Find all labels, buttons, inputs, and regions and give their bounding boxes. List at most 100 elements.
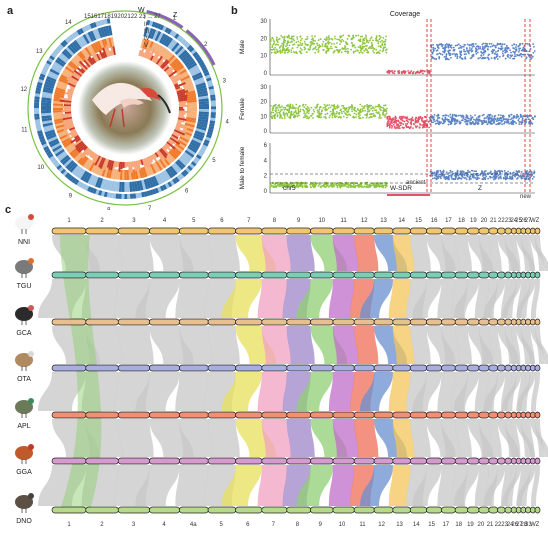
outer-chrom-number: 10 (37, 165, 44, 171)
chromosome-bar (426, 227, 443, 235)
coverage-row-0: 30 20 10 0 (260, 19, 536, 77)
top-chrom-label: 16 (431, 218, 438, 224)
chromosome-bar (51, 457, 87, 465)
chromosome-bar (261, 318, 288, 326)
chromosome-bar (534, 271, 541, 279)
chromosome-bar (467, 364, 480, 372)
track-label-v: V (144, 43, 148, 49)
chromosome-bar (478, 457, 490, 465)
chromosome-bar (207, 271, 237, 279)
chromosome-bar (310, 411, 334, 419)
chromosome-bar (392, 318, 411, 326)
chromosome-bar (353, 227, 375, 235)
synteny-ribbon (531, 372, 540, 411)
panel-label-c: c (5, 204, 12, 216)
chromosome-bar (149, 364, 180, 372)
chromosome-bar (520, 271, 527, 279)
chromosome-bar (454, 506, 469, 514)
chromosome-bar (207, 318, 237, 326)
synteny-ribbon (354, 419, 379, 457)
track-label-iv: IV (144, 36, 150, 42)
species-icon-nni (15, 214, 34, 234)
chromosome-bar (510, 457, 517, 465)
synteny-ribbon (502, 372, 522, 411)
chromosome-bar (409, 457, 428, 465)
chromosome-bar (515, 411, 522, 419)
bottom-chrom-label: 15 (428, 522, 435, 528)
chromosome-bar (467, 271, 480, 279)
species-icon-ota (15, 351, 34, 371)
synteny-ribbon (516, 279, 536, 318)
synteny-ribbon (135, 372, 180, 411)
y-tick: 6 (264, 143, 268, 149)
synteny-ribbon (412, 465, 442, 506)
chromosome-bar (235, 364, 263, 372)
chromosome-bar (392, 271, 411, 279)
chromosome-bar (85, 411, 119, 419)
bottom-chrom-label: 6 (246, 522, 250, 528)
chromosome-bar (51, 506, 87, 514)
chromosome-bar (332, 227, 355, 235)
chromosome-bar (467, 457, 480, 465)
bottom-chrom-label: 9 (319, 522, 323, 528)
synteny-ribbon (525, 419, 535, 457)
species-label-apl: APL (17, 423, 31, 430)
synteny-ribbon (412, 279, 442, 318)
chromosome-bar (332, 318, 355, 326)
chromosome-bar (515, 271, 522, 279)
crested-ibis-photo (78, 61, 172, 155)
synteny-ribbon (360, 372, 394, 411)
y-tick: 10 (260, 54, 267, 60)
chromosome-bar (373, 271, 394, 279)
chromosome-bar (426, 506, 443, 514)
chromosome-bar (85, 271, 119, 279)
chromosome-bar (529, 457, 536, 465)
synteny-ribbon (455, 419, 472, 457)
synteny-ribbon (175, 465, 209, 506)
chromosome-bar (529, 271, 536, 279)
synteny-ribbon (474, 372, 490, 411)
chromosome-bar (454, 271, 469, 279)
panel-label-a: a (7, 5, 14, 17)
top-chrom-label: 21 (490, 218, 497, 224)
chromosome-bar (332, 364, 355, 372)
synteny-ribbon (478, 419, 494, 457)
chromosome-bar (117, 506, 151, 514)
synteny-ribbon (261, 326, 291, 364)
chromosome-bar (286, 271, 312, 279)
synteny-ribbon (286, 235, 315, 271)
synteny-ribbon (257, 465, 287, 506)
annotation-new: new (520, 194, 532, 200)
chromosome-bar (488, 318, 499, 326)
chromosome-bar (534, 318, 541, 326)
bottom-chrom-label: 10 (339, 522, 346, 528)
chromosome-bar (235, 271, 263, 279)
synteny-ribbon (504, 235, 516, 271)
chromosome-bar (353, 318, 375, 326)
synteny-ribbon (488, 326, 502, 364)
chromosome-bar (441, 271, 456, 279)
bottom-chrom-label: 21 (487, 522, 494, 528)
chromosome-bar (310, 318, 334, 326)
chromosome-bar (373, 364, 394, 372)
chromosome-bar (85, 318, 119, 326)
track-label-iii: III (144, 29, 149, 35)
top-chrom-label: 5 (192, 218, 196, 224)
chromosome-bar (497, 364, 506, 372)
annotation-ancient: ancient (406, 180, 426, 186)
bottom-chrom-label: 26 (511, 522, 518, 528)
species-label-nni: NNI (17, 239, 31, 246)
species-icon-apl (15, 398, 34, 418)
synteny-ribbon (149, 235, 194, 271)
chromosome-bar (478, 411, 490, 419)
chromosome-bar (510, 364, 517, 372)
chromosome-bar (409, 227, 428, 235)
coverage-row-2: 6 4 2 0 (264, 143, 536, 195)
species-label-gca: GCA (16, 330, 32, 337)
synteny-ribbon (208, 235, 240, 271)
bottom-chrom-label: 8 (296, 522, 300, 528)
chromosome-bar (310, 364, 334, 372)
chromosome-bar (409, 318, 428, 326)
chromosome-bar (467, 411, 480, 419)
synteny-ribbon (81, 279, 119, 318)
